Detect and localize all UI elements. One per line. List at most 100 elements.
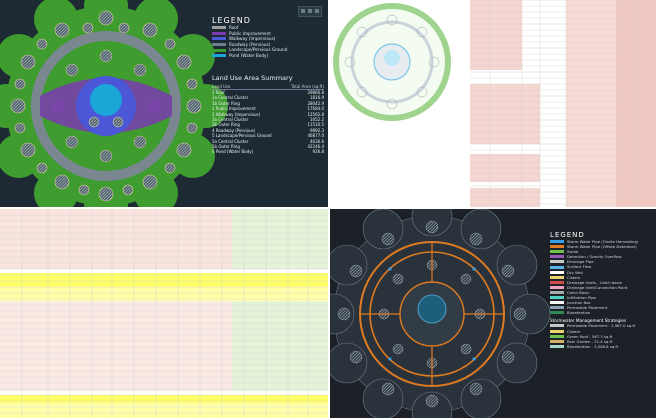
legend-label: Walkway (Impervious) [229, 36, 276, 42]
legend-label: Landscape/Pervious Ground [229, 47, 288, 53]
spreadsheet-with-plan-panel [330, 0, 656, 207]
summary-label: 2 Public Improvement [212, 106, 256, 112]
summary-row: 2 Public Improvement 17684.0 [212, 106, 324, 111]
summary-value: 42246.4 [307, 144, 324, 150]
stormwater-legend-item: Dry Well [550, 270, 650, 275]
stormwater-legend-item: Junction Box [550, 300, 650, 305]
summary-label: 3 Walkway (Impervious) [212, 111, 261, 117]
legend-label: Permeable Pavement - 2,987.0 sq.ft [567, 323, 636, 329]
storm-radial-pipes [360, 242, 504, 386]
summary-label: 6 Pond (Water Body) [212, 149, 254, 155]
strategy-legend-item: Rain Garden - 21.4 sq.ft [550, 339, 650, 344]
legend-label: Catch Basin [567, 289, 590, 295]
legend-label: Drainage Pipe [567, 259, 594, 265]
legend-label: Rain Garden - 21.4 sq.ft [567, 338, 613, 344]
legend-label: Roadway (Pervious) [229, 41, 271, 47]
summary-value: 17684.0 [307, 106, 324, 112]
stormwater-legend-item: Surface Flow [550, 264, 650, 269]
summary-value: 11510.5 [307, 122, 324, 128]
legend-swatch [550, 285, 564, 289]
stormwater-legend-item: Swale [550, 249, 650, 254]
summary-value: 4630.6 [310, 138, 324, 144]
calc-sheet-drawing [0, 209, 328, 418]
central-pond [90, 84, 122, 116]
summary-label: 5b Outer Ring [212, 144, 240, 150]
storm-homes [337, 220, 527, 408]
legend-swatch [550, 301, 564, 305]
legend-label: Pond (Water Body) [229, 52, 269, 58]
legend-swatch [550, 296, 564, 300]
legend-title: LEGEND [212, 16, 251, 25]
stormwater-legend: LEGEND Storm Water Pipe (Onsite Harvesti… [550, 231, 650, 349]
strategies-title: Stormwater Management Strategies [550, 318, 627, 324]
summary-value: 12562.8 [307, 111, 324, 117]
summary-row: 3 Walkway (Impervious) 12562.8 [212, 112, 324, 117]
stormwater-legend-item: Drainage Inlet/Connection Point [550, 285, 650, 290]
summary-label: 1a Central Cluster [212, 95, 249, 101]
summary-label: 1b Outer Ring [212, 100, 240, 106]
cad-land-use-panel: LEGEND Roof Public Improvement Walkway (Im… [0, 0, 328, 207]
legend-swatch [550, 339, 564, 343]
legend-label: Permeable Pavement [567, 305, 608, 311]
summary-label: 3a Central Cluster [212, 117, 249, 123]
legend-label: Detention / Gravity Overflow [567, 254, 622, 260]
summary-label: 5a Central Cluster [212, 138, 249, 144]
stormwater-legend-item: Permeable Pavement [550, 305, 650, 310]
strategy-legend-item: Cistern [550, 329, 650, 334]
land-use-legend-item: Walkway (Impervious) [212, 36, 324, 42]
outer-ring-homes [10, 10, 202, 202]
legend-label: Drainage Inlets - Catch basin [567, 279, 623, 285]
storm-inlets [388, 267, 476, 361]
legend-swatch [212, 43, 226, 47]
legend-swatch [550, 344, 564, 348]
legend-swatch [550, 260, 564, 264]
legend-label: Public Improvement [229, 30, 271, 36]
legend-swatch [550, 245, 564, 249]
legend-label: Cistern [567, 328, 581, 334]
legend-swatch [550, 324, 564, 328]
stormwater-legend-item: Drainage Pipe [550, 259, 650, 264]
land-use-legend-item: Pond (Water Body) [212, 53, 324, 59]
summary-label: 5 Landscape/Pervious Ground [212, 133, 272, 139]
storm-legend-title: LEGEND [550, 231, 585, 239]
stormwater-legend-item: Drainage Inlets - Catch basin [550, 280, 650, 285]
land-use-legend-item: Roadway (Pervious) [212, 42, 324, 48]
strategy-legend-item: Green Roof - 567.3 sq.ft [550, 334, 650, 339]
legend-swatch [212, 54, 226, 58]
legend-swatch [212, 37, 226, 41]
summary-row: 6 Pond (Water Body) 926.8 [212, 149, 324, 154]
legend-swatch [550, 250, 564, 254]
summary-row: 3a Central Cluster 1052.2 [212, 117, 324, 122]
summary-label: 1 Roof [212, 90, 225, 95]
legend-swatch [550, 334, 564, 338]
ring-road [31, 31, 181, 181]
land-use-legend-item: Public Improvement [212, 31, 324, 37]
summary-row: 4 Roadway (Pervious) 9892.3 [212, 128, 324, 133]
summary-value: 28042.9 [307, 100, 324, 106]
land-use-plan-drawing [0, 0, 228, 207]
legend-label: Dry Well [567, 269, 583, 275]
summary-label: 3b Outer Ring [212, 122, 240, 128]
legend-label: Swale [567, 249, 579, 255]
legend-label: Junction Box [567, 300, 591, 306]
summary-row: 5b Outer Ring 42246.4 [212, 144, 324, 149]
summary-value: 1052.2 [310, 117, 324, 123]
spreadsheet-drawing [333, 0, 656, 207]
legend-label: Surface Flow [567, 264, 592, 270]
white-site-plan [333, 3, 451, 121]
summary-row: 1b Outer Ring 28042.9 [212, 101, 324, 106]
legend-label: Cistern [567, 274, 581, 280]
legend-label: Bioretention [567, 310, 591, 316]
legend-swatch [550, 290, 564, 294]
land-use-legend: LEGEND Roof Public Improvement Walkway (Im… [212, 16, 324, 59]
stormwater-legend-item: Storm Water Pipe (Offsite Detention) [550, 244, 650, 249]
legend-label: Infiltration Pipe [567, 295, 596, 301]
storm-central-pond [417, 294, 447, 324]
stormwater-drawing [330, 209, 551, 418]
sheet-lines [470, 0, 656, 207]
stormwater-plan-panel: LEGEND Storm Water Pipe (Onsite Harvesti… [330, 209, 656, 418]
legend-swatch [550, 265, 564, 269]
summary-header: Land Use Total Area (sq.ft) [212, 84, 324, 90]
legend-swatch [550, 329, 564, 333]
cad-toolbar[interactable] [298, 6, 322, 17]
